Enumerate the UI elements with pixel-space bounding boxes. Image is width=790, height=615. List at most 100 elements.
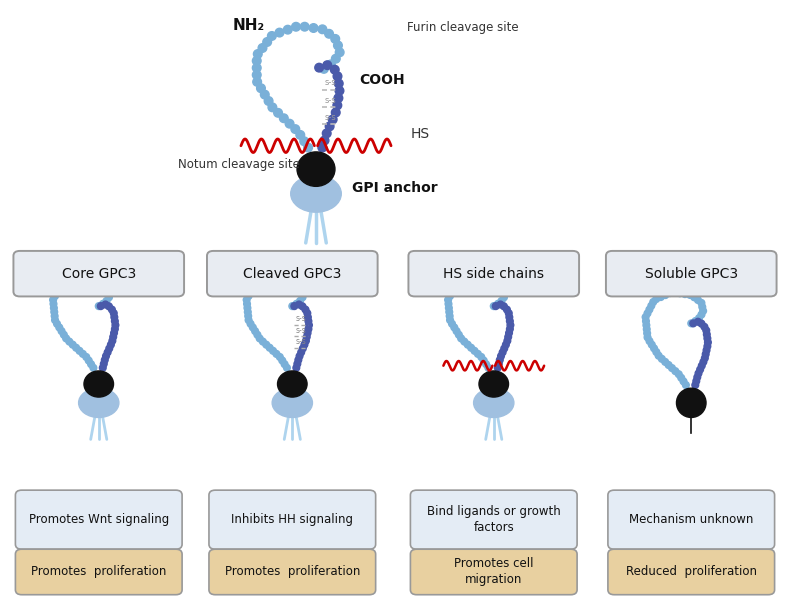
Ellipse shape xyxy=(110,333,117,340)
Ellipse shape xyxy=(253,71,261,79)
Ellipse shape xyxy=(653,349,660,355)
Ellipse shape xyxy=(676,388,706,418)
Ellipse shape xyxy=(446,293,453,300)
Text: Furin cleavage site: Furin cleavage site xyxy=(407,21,518,34)
Ellipse shape xyxy=(50,301,57,308)
Ellipse shape xyxy=(506,326,514,333)
Ellipse shape xyxy=(682,291,688,298)
Ellipse shape xyxy=(705,339,711,346)
Ellipse shape xyxy=(73,344,80,351)
Ellipse shape xyxy=(84,272,91,279)
Ellipse shape xyxy=(51,309,58,315)
Ellipse shape xyxy=(245,317,252,323)
Ellipse shape xyxy=(703,347,710,354)
Ellipse shape xyxy=(58,281,64,288)
Ellipse shape xyxy=(296,352,303,360)
Ellipse shape xyxy=(478,354,484,360)
Text: COOH: COOH xyxy=(359,73,405,87)
Ellipse shape xyxy=(83,354,89,360)
Ellipse shape xyxy=(501,282,507,289)
Ellipse shape xyxy=(295,279,303,286)
Ellipse shape xyxy=(74,272,81,279)
Ellipse shape xyxy=(445,301,452,308)
Ellipse shape xyxy=(294,360,301,367)
Ellipse shape xyxy=(269,347,276,354)
Ellipse shape xyxy=(268,31,276,40)
Ellipse shape xyxy=(460,276,467,283)
Ellipse shape xyxy=(79,388,118,418)
Ellipse shape xyxy=(330,65,339,74)
Ellipse shape xyxy=(263,341,269,348)
Ellipse shape xyxy=(649,341,655,348)
Ellipse shape xyxy=(697,366,703,373)
Ellipse shape xyxy=(258,276,265,283)
Ellipse shape xyxy=(702,355,708,362)
Ellipse shape xyxy=(62,335,70,342)
Ellipse shape xyxy=(650,299,656,306)
Ellipse shape xyxy=(648,303,655,309)
FancyBboxPatch shape xyxy=(411,490,577,549)
Ellipse shape xyxy=(702,351,709,357)
Ellipse shape xyxy=(334,93,343,102)
Ellipse shape xyxy=(506,318,514,325)
Ellipse shape xyxy=(333,101,341,109)
Ellipse shape xyxy=(655,352,662,359)
Ellipse shape xyxy=(479,272,486,279)
Ellipse shape xyxy=(688,320,694,327)
Ellipse shape xyxy=(446,309,453,315)
Ellipse shape xyxy=(300,22,309,31)
Ellipse shape xyxy=(104,349,111,355)
Ellipse shape xyxy=(692,382,698,389)
Ellipse shape xyxy=(667,290,673,296)
Ellipse shape xyxy=(653,296,660,303)
Ellipse shape xyxy=(480,357,487,364)
Ellipse shape xyxy=(455,279,462,285)
Ellipse shape xyxy=(76,347,83,354)
Ellipse shape xyxy=(70,274,76,281)
Ellipse shape xyxy=(680,378,687,385)
Ellipse shape xyxy=(291,303,298,309)
Ellipse shape xyxy=(261,90,269,99)
Ellipse shape xyxy=(493,277,500,284)
Ellipse shape xyxy=(318,143,327,152)
Ellipse shape xyxy=(319,65,329,73)
Ellipse shape xyxy=(244,309,251,315)
Ellipse shape xyxy=(642,314,649,320)
Text: HS side chains: HS side chains xyxy=(443,267,544,280)
Ellipse shape xyxy=(245,293,252,300)
Ellipse shape xyxy=(683,382,689,389)
Ellipse shape xyxy=(446,304,452,311)
Ellipse shape xyxy=(502,286,508,293)
Ellipse shape xyxy=(333,72,342,81)
Ellipse shape xyxy=(301,290,307,297)
Ellipse shape xyxy=(111,314,118,320)
Ellipse shape xyxy=(106,303,112,310)
Ellipse shape xyxy=(51,293,58,300)
Ellipse shape xyxy=(70,341,76,348)
Text: s-s: s-s xyxy=(295,314,307,323)
Ellipse shape xyxy=(58,328,65,335)
Ellipse shape xyxy=(703,331,710,338)
Ellipse shape xyxy=(690,294,698,301)
Ellipse shape xyxy=(643,322,649,328)
Ellipse shape xyxy=(289,303,295,309)
Ellipse shape xyxy=(111,310,117,317)
Ellipse shape xyxy=(698,362,705,369)
Ellipse shape xyxy=(475,351,481,357)
Ellipse shape xyxy=(292,23,300,31)
FancyBboxPatch shape xyxy=(209,490,376,549)
Text: Notum cleavage site: Notum cleavage site xyxy=(178,158,299,172)
FancyBboxPatch shape xyxy=(13,251,184,296)
Ellipse shape xyxy=(676,290,683,296)
Ellipse shape xyxy=(305,326,312,333)
Ellipse shape xyxy=(296,130,305,139)
Ellipse shape xyxy=(292,277,299,284)
Text: Bind ligands or growth
factors: Bind ligands or growth factors xyxy=(427,505,561,534)
Ellipse shape xyxy=(665,362,672,368)
Ellipse shape xyxy=(696,315,702,322)
Text: NH₂: NH₂ xyxy=(233,18,265,33)
Ellipse shape xyxy=(293,365,299,371)
Text: s-s: s-s xyxy=(295,338,307,346)
Ellipse shape xyxy=(100,365,106,371)
Ellipse shape xyxy=(334,79,343,88)
